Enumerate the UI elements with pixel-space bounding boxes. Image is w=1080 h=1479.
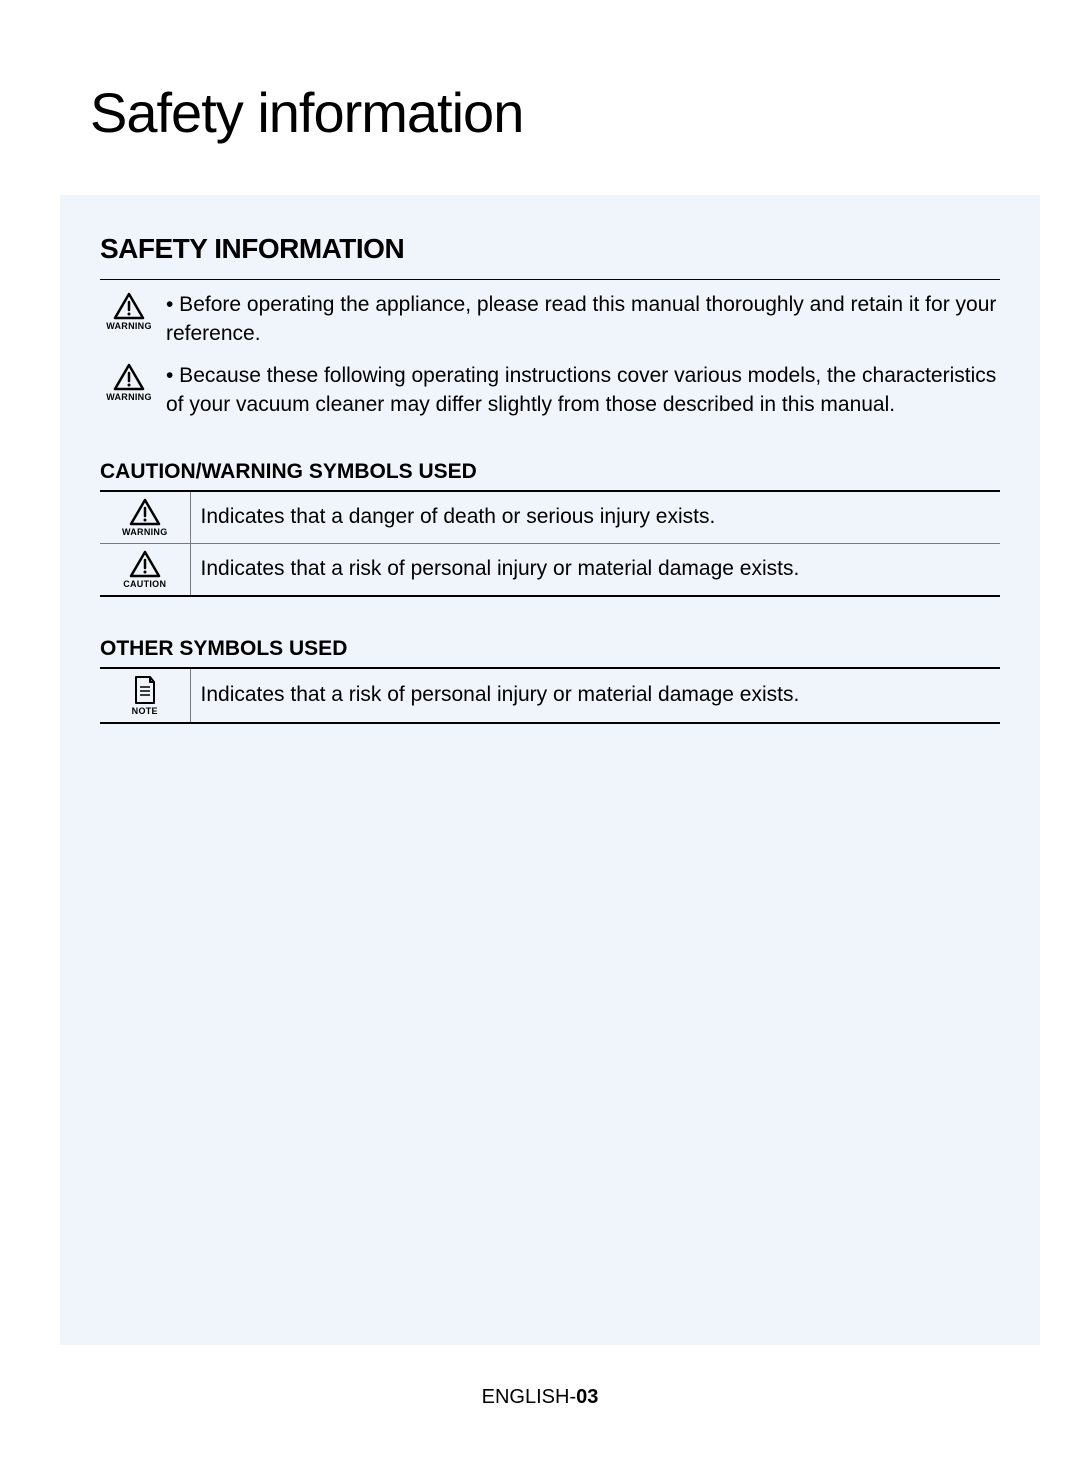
warning-icon-column: WARNING (100, 292, 158, 331)
content-box: SAFETY INFORMATION WARNING • Before oper… (60, 195, 1040, 1345)
warning-item: WARNING • Because these following operat… (100, 361, 1000, 420)
other-symbols-heading: OTHER SYMBOLS USED (100, 637, 1000, 661)
warning-icon-column: WARNING (100, 363, 158, 402)
symbol-description: Indicates that a risk of personal injury… (190, 543, 1000, 596)
caution-icon (129, 550, 161, 578)
note-icon (132, 675, 158, 705)
symbol-cell: CAUTION (100, 543, 190, 596)
symbol-description: Indicates that a risk of personal injury… (190, 668, 1000, 723)
warning-text: • Before operating the appliance, please… (166, 290, 1000, 349)
symbol-label: CAUTION (123, 579, 166, 589)
warning-icon (129, 498, 161, 526)
footer-page-number: 03 (576, 1386, 598, 1408)
symbol-label: NOTE (132, 706, 158, 716)
table-row: CAUTION Indicates that a risk of persona… (100, 543, 1000, 596)
warning-icon (113, 363, 145, 391)
table-row: WARNING Indicates that a danger of death… (100, 491, 1000, 544)
footer-language: ENGLISH- (482, 1386, 576, 1408)
main-title: Safety information (90, 80, 1040, 145)
symbols-table: WARNING Indicates that a danger of death… (100, 490, 1000, 597)
warning-icon-label: WARNING (106, 321, 152, 331)
symbol-label: WARNING (122, 527, 168, 537)
other-symbols-table: NOTE Indicates that a risk of personal i… (100, 667, 1000, 724)
symbol-description: Indicates that a danger of death or seri… (190, 491, 1000, 544)
section-title: SAFETY INFORMATION (100, 233, 1000, 280)
page-footer: ENGLISH-03 (0, 1386, 1080, 1409)
warning-icon (113, 292, 145, 320)
warning-text: • Because these following operating inst… (166, 361, 1000, 420)
symbols-heading: CAUTION/WARNING SYMBOLS USED (100, 460, 1000, 484)
warning-icon-label: WARNING (106, 392, 152, 402)
warning-item: WARNING • Before operating the appliance… (100, 290, 1000, 349)
symbol-cell: WARNING (100, 491, 190, 544)
symbol-cell: NOTE (100, 668, 190, 723)
table-row: NOTE Indicates that a risk of personal i… (100, 668, 1000, 723)
document-page: Safety information SAFETY INFORMATION WA… (0, 0, 1080, 1479)
